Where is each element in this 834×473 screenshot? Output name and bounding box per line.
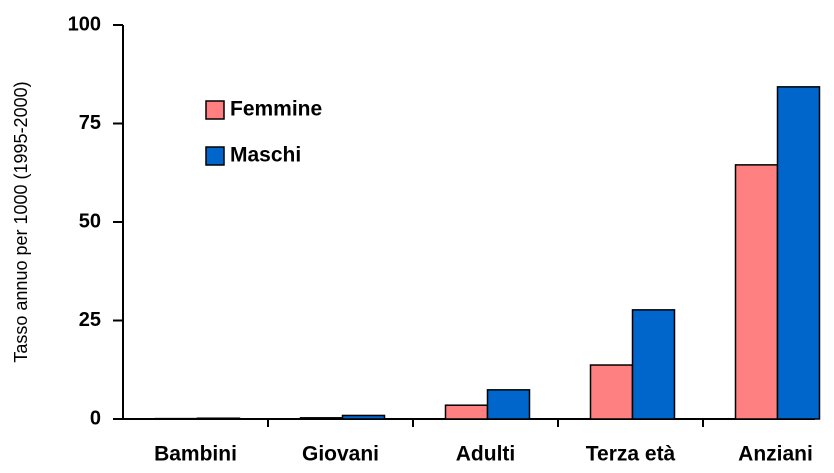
x-tick-label: Giovani [302, 443, 379, 466]
legend-label: Maschi [230, 144, 301, 167]
x-tick-label: Anziani [738, 443, 813, 466]
y-tick-label: 75 [79, 112, 101, 134]
y-tick-label: 25 [79, 309, 101, 331]
bar [444, 404, 489, 420]
bar [196, 417, 241, 420]
y-tick-label: 50 [79, 210, 101, 232]
x-tick-label: Bambini [154, 443, 237, 466]
bar [631, 309, 676, 420]
x-tick-label: Terza età [586, 443, 676, 466]
bar [734, 164, 779, 420]
y-axis-label: Tasso annuo per 1000 (1995-2000) [11, 81, 31, 362]
x-tick-label: Adulti [456, 443, 515, 466]
legend-swatch [205, 100, 225, 120]
legend-swatch [205, 146, 225, 166]
y-tick-label: 100 [68, 13, 101, 35]
y-tick-label: 0 [90, 407, 101, 429]
bar [299, 417, 344, 420]
bar [589, 364, 634, 420]
legend-label: Femmine [230, 98, 322, 121]
bar [776, 86, 821, 420]
bar [341, 414, 386, 420]
bar [486, 389, 531, 420]
